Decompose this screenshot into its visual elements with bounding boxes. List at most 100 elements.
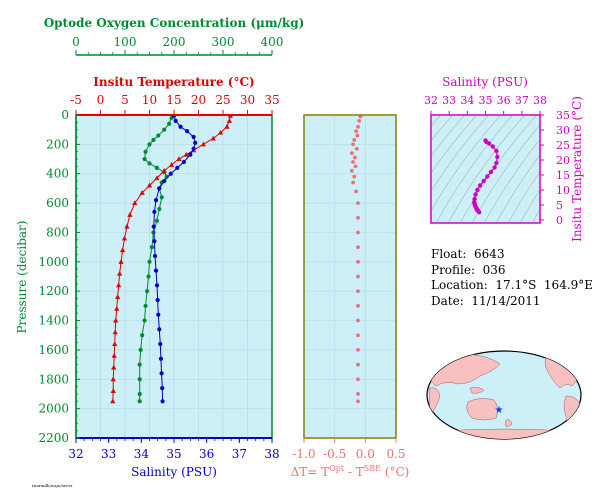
pressure-tick-label-400: 400 — [46, 167, 69, 181]
delta-point — [356, 259, 360, 264]
ts-y-tick-label-5: 5 — [556, 199, 563, 212]
delta-data — [349, 115, 363, 404]
temperature-tick-label-20: 20 — [191, 93, 206, 107]
delta-point — [351, 180, 355, 185]
delta-tick-label-3: 0.5 — [386, 447, 405, 461]
salinity-point — [152, 239, 157, 244]
temperature-tick-label-0: 0 — [97, 93, 105, 107]
oxygen-point — [162, 127, 167, 132]
salinity-point — [154, 283, 160, 288]
temperature-point — [119, 247, 126, 253]
temperature-point — [111, 364, 117, 370]
salinity-point — [162, 178, 167, 184]
oxygen-point — [144, 289, 150, 294]
delta-point — [356, 399, 360, 404]
ts-y-tick-label-15: 15 — [556, 169, 570, 182]
density-contour — [483, 139, 540, 223]
profile-gridlines — [75, 114, 273, 439]
density-contour — [495, 154, 540, 223]
temperature-point — [124, 223, 130, 229]
ts-data — [472, 138, 500, 215]
delta-point — [351, 142, 355, 147]
delta-point — [353, 155, 357, 160]
oxygen-point — [142, 156, 147, 162]
ts-temperature-title: Insitu Temperature (°C) — [570, 96, 584, 242]
salinity-point — [158, 356, 164, 361]
ts-point — [485, 174, 490, 179]
salinity-tick-label-35: 35 — [166, 447, 181, 461]
density-contour — [599, 85, 608, 233]
oxygen-tick-label-200: 200 — [163, 35, 186, 49]
temperature-axis-title: Insitu Temperature (°C) — [93, 75, 254, 89]
salinity-point — [168, 171, 173, 176]
pressure-tick-label-1400: 1400 — [38, 314, 69, 328]
temperature-point — [117, 270, 123, 276]
pressure-tick-label-1000: 1000 — [38, 255, 69, 269]
density-contour — [587, 85, 608, 233]
pressure-axis-title: Pressure (decibar) — [15, 221, 29, 334]
delta-point — [349, 168, 354, 173]
ts-y-tick-label-0: 0 — [556, 214, 563, 227]
delta-point — [358, 115, 363, 119]
delta-point — [354, 129, 359, 134]
ts-point — [473, 192, 478, 197]
density-contour — [447, 115, 526, 223]
temperature-tick-label--5: -5 — [70, 93, 82, 107]
delta-point — [356, 245, 360, 250]
temperature-point — [224, 123, 230, 129]
pressure-tick-label-2000: 2000 — [38, 402, 69, 416]
salinity-tick-label-32: 32 — [68, 447, 83, 461]
density-contour — [435, 115, 514, 223]
temperature-point — [114, 306, 120, 311]
salinity-tick-label-38: 38 — [264, 447, 279, 461]
delta-panel-background — [304, 115, 396, 438]
delta-point — [356, 215, 360, 220]
ts-x-tick-label-33: 33 — [442, 94, 456, 107]
profile-date: Date: 11/14/2011 — [431, 293, 541, 308]
oxygen-point — [147, 142, 152, 147]
temperature-point — [110, 376, 116, 382]
map-antarctica — [429, 428, 579, 439]
ts-panel-background — [431, 115, 540, 223]
ts-point — [477, 183, 483, 188]
temperature-tick-label-30: 30 — [240, 93, 255, 107]
temperature-point — [127, 212, 133, 217]
map-new-zealand — [504, 419, 513, 427]
ts-x-tick-label-35: 35 — [479, 94, 493, 107]
oxygen-point — [159, 195, 164, 200]
salinity-tick-label-34: 34 — [134, 447, 150, 461]
ts-point — [486, 141, 492, 146]
map-australia — [466, 398, 498, 421]
profile-number: Profile: 036 — [431, 262, 506, 277]
delta-point — [357, 118, 362, 123]
salinity-point — [158, 341, 163, 347]
temperature-point — [146, 182, 153, 188]
delta-point — [356, 274, 360, 279]
temperature-point — [110, 398, 116, 404]
salinity-point — [153, 198, 159, 203]
density-contour — [431, 115, 478, 174]
delta-point — [356, 362, 360, 367]
salinity-point — [191, 146, 196, 151]
ts-point — [476, 210, 482, 215]
density-contour — [431, 115, 490, 192]
salinity-point — [155, 297, 160, 303]
oxygen-axis-title: Optode Oxygen Concentration (μm/kg) — [44, 16, 305, 30]
ts-point — [494, 160, 499, 166]
ts-density-contours — [431, 85, 608, 233]
ts-point — [494, 148, 499, 154]
pressure-tick-label-1600: 1600 — [38, 343, 69, 357]
delta-axis-title: ΔT= TOpt - TSBE (°C) — [291, 464, 410, 479]
temperature-point — [139, 190, 145, 195]
salinity-point — [160, 399, 165, 404]
temperature-point — [115, 294, 121, 300]
density-contour — [531, 208, 540, 223]
delta-tick-label-0: -1.0 — [292, 447, 315, 461]
density-contour — [519, 189, 540, 223]
oxygen-point — [137, 391, 142, 397]
salinity-point — [188, 152, 193, 157]
salinity-point — [181, 159, 186, 165]
temperature-tick-label-15: 15 — [166, 93, 181, 107]
map-indonesia — [469, 387, 485, 394]
salinity-tick-label-37: 37 — [232, 447, 247, 461]
